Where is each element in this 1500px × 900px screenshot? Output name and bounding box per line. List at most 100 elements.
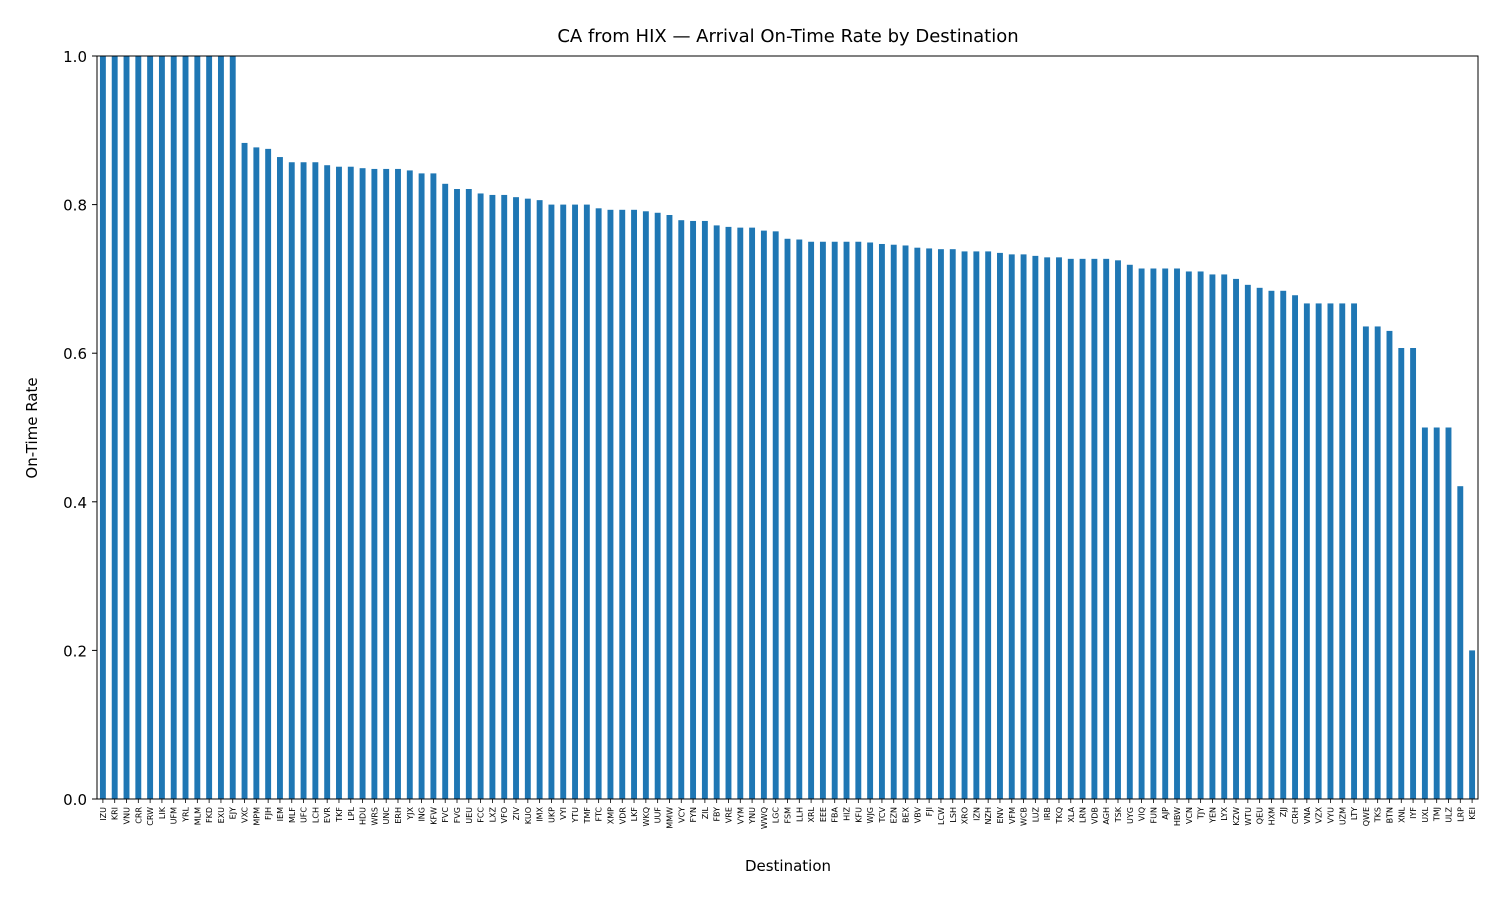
bar-UZM <box>1339 303 1346 799</box>
x-tick-label: WCB <box>1020 807 1029 826</box>
x-tick-label: FJI <box>925 807 934 816</box>
x-tick-label: FBA <box>831 806 840 822</box>
bar-LYX <box>1221 274 1228 799</box>
x-tick-label: LYX <box>1220 806 1229 820</box>
bar-XRL <box>808 241 815 799</box>
bar-FJH <box>265 148 272 800</box>
x-tick-label: IYF <box>1409 807 1418 819</box>
x-tick-label: FYN <box>689 807 698 822</box>
x-tick-label: VZX <box>1315 806 1324 823</box>
bar-TMJ <box>1433 427 1440 799</box>
bar-UFM <box>170 56 177 799</box>
bar-LSH <box>949 249 956 799</box>
bar-LRP <box>1457 486 1464 799</box>
bar-HIZ <box>843 241 850 799</box>
x-tick-label: XNL <box>1397 806 1406 822</box>
bar-EXU <box>217 56 224 799</box>
bar-WWQ <box>760 230 767 800</box>
bar-VXC <box>241 142 248 799</box>
bar-WCB <box>1020 254 1027 799</box>
x-tick-label: CRR <box>134 807 143 824</box>
x-tick-label: IZU <box>99 807 108 821</box>
bar-YNU <box>749 227 756 799</box>
bar-LRN <box>1079 258 1086 800</box>
bar-UXL <box>1421 427 1428 799</box>
x-tick-label: EVR <box>323 807 332 824</box>
x-tick-label: LCW <box>937 807 946 825</box>
x-tick-label: LRP <box>1456 807 1465 822</box>
bar-LTY <box>1351 303 1358 799</box>
bar-LXZ <box>489 194 496 799</box>
x-tick-label: UZM <box>1338 807 1347 825</box>
bar-XNL <box>1398 348 1405 799</box>
bar-IMX <box>536 200 543 799</box>
x-axis-ticks: IZU KRI VNU CRR CRW LIK UFM YRL MLM FKD EXU EJY VXC M… <box>99 799 1477 829</box>
x-tick-label: UUF <box>654 807 663 824</box>
x-tick-label: VYU <box>1326 807 1335 823</box>
bar-WKQ <box>642 211 649 800</box>
x-tick-label: UNC <box>382 807 391 825</box>
x-tick-label: XMP <box>606 807 615 824</box>
bar-ZIV <box>513 197 519 800</box>
x-tick-label: EZN <box>890 807 899 824</box>
x-tick-label: KZW <box>1232 807 1241 826</box>
bar-IZU <box>99 56 106 799</box>
x-tick-label: UFM <box>170 807 179 824</box>
bar-VCN <box>1185 271 1192 800</box>
bar-AGH <box>1103 258 1110 800</box>
bar-YTU <box>572 204 578 800</box>
x-tick-label: WTU <box>1244 807 1253 826</box>
bar-FBY <box>713 225 720 799</box>
bar-MLM <box>194 56 201 799</box>
bar-KFW <box>430 173 437 799</box>
bar-FBA <box>831 241 838 799</box>
x-tick-label: KFW <box>429 807 438 825</box>
x-tick-label: VIQ <box>1138 807 1147 821</box>
y-tick-label: 0.0 <box>63 791 87 809</box>
x-tick-label: FVC <box>441 807 450 823</box>
x-tick-label: AJP <box>1161 807 1170 820</box>
x-tick-label: TKF <box>335 807 344 823</box>
bar-ULZ <box>1445 427 1452 799</box>
x-tick-label: LRN <box>1079 807 1088 823</box>
x-tick-label: EJY <box>229 807 238 819</box>
bar-KUO <box>524 198 531 799</box>
x-tick-label: VNA <box>1303 806 1312 823</box>
bar-IYF <box>1410 348 1417 799</box>
bar-HBW <box>1174 268 1180 799</box>
x-tick-label: VBV <box>913 806 922 823</box>
bar-XRO <box>961 251 968 799</box>
bar-EJY <box>229 56 236 799</box>
bar-EZN <box>890 244 897 800</box>
x-tick-label: KRI <box>111 807 120 820</box>
bar-VCY <box>678 220 685 799</box>
bar-FVG <box>454 189 460 799</box>
bar-FVC <box>442 183 449 800</box>
bar-EEE <box>819 241 826 799</box>
x-tick-label: UKP <box>547 807 556 823</box>
bar-YJX <box>406 170 413 800</box>
x-tick-label: IRB <box>1043 807 1052 820</box>
bar-CRW <box>147 56 154 799</box>
x-tick-label: QEU <box>1256 807 1265 824</box>
bar-UYG <box>1126 264 1133 799</box>
bar-NZH <box>985 251 992 799</box>
bar-AJP <box>1162 268 1169 799</box>
bar-TSK <box>1115 260 1121 800</box>
x-tick-label: FTC <box>595 807 604 822</box>
x-tick-label: UFC <box>300 807 309 823</box>
bar-CRR <box>135 56 142 799</box>
x-tick-label: LTY <box>1350 807 1359 820</box>
bar-BEX <box>902 245 909 800</box>
x-tick-label: LUZ <box>1031 806 1040 822</box>
x-tick-label: MMW <box>665 807 674 829</box>
bar-MMW <box>666 215 673 799</box>
bar-WRS <box>371 168 378 799</box>
x-tick-label: YTU <box>571 807 580 824</box>
x-tick-label: MLF <box>288 807 297 823</box>
x-tick-label: EEE <box>819 807 828 822</box>
bar-FUN <box>1150 268 1157 799</box>
x-tick-label: LKF <box>630 807 639 822</box>
